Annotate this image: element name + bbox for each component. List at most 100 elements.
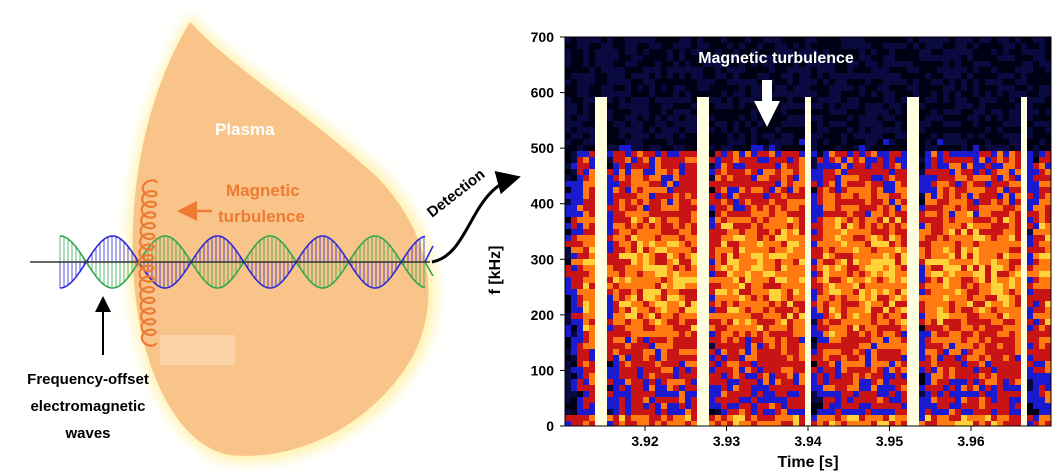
spectrogram-cell: [871, 349, 877, 355]
spectrogram-cell: [1003, 331, 1009, 337]
spectrogram-cell: [655, 259, 661, 265]
spectrogram-cell: [625, 295, 631, 301]
spectrogram-cell: [1033, 301, 1039, 307]
spectrogram-cell: [1027, 409, 1033, 415]
spectrogram-cell: [919, 331, 925, 337]
spectrogram-cell: [865, 277, 871, 283]
spectrogram-cell: [913, 145, 919, 151]
spectrogram-cell: [979, 295, 985, 301]
spectrogram-cell: [1045, 295, 1051, 301]
spectrogram-cell: [883, 139, 889, 145]
spectrogram-cell: [835, 397, 841, 403]
spectrogram-cell: [595, 361, 601, 367]
spectrogram-cell: [757, 367, 763, 373]
spectrogram-cell: [709, 277, 715, 283]
spectrogram-cell: [937, 175, 943, 181]
spectrogram-cell: [703, 247, 709, 253]
spectrogram-cell: [1039, 361, 1045, 367]
spectrogram-cell: [835, 385, 841, 391]
spectrogram-cell: [973, 325, 979, 331]
spectrogram-cell: [925, 61, 931, 67]
spectrogram-cell: [565, 343, 571, 349]
spectrogram-cell: [577, 103, 583, 109]
spectrogram-cell: [715, 235, 721, 241]
spectrogram-cell: [913, 373, 919, 379]
spectrogram-cell: [739, 367, 745, 373]
spectrogram-cell: [955, 385, 961, 391]
spectrogram-cell: [907, 211, 913, 217]
spectrogram-cell: [763, 175, 769, 181]
spectrogram-cell: [973, 55, 979, 61]
spectrogram-cell: [931, 421, 937, 426]
spectrogram-cell: [649, 211, 655, 217]
spectrogram-cell: [655, 103, 661, 109]
spectrogram-cell: [799, 133, 805, 139]
spectrogram-cell: [949, 385, 955, 391]
spectrogram-cell: [643, 253, 649, 259]
spectrogram-cell: [931, 199, 937, 205]
spectrogram-cell: [613, 103, 619, 109]
spectrogram-cell: [793, 187, 799, 193]
spectrogram-cell: [901, 415, 907, 421]
spectrogram-cell: [649, 205, 655, 211]
spectrogram-cell: [601, 211, 607, 217]
spectrogram-cell: [817, 307, 823, 313]
spectrogram-cell: [775, 157, 781, 163]
spectrogram-cell: [817, 187, 823, 193]
spectrogram-cell: [973, 265, 979, 271]
spectrogram-cell: [919, 307, 925, 313]
spectrogram-cell: [949, 397, 955, 403]
spectrogram-cell: [685, 145, 691, 151]
spectrogram-cell: [727, 397, 733, 403]
spectrogram-cell: [583, 319, 589, 325]
spectrogram-cell: [781, 277, 787, 283]
spectrogram-cell: [589, 103, 595, 109]
spectrogram-cell: [1015, 325, 1021, 331]
spectrogram-cell: [943, 199, 949, 205]
spectrogram-cell: [949, 229, 955, 235]
spectrogram-cell: [1033, 385, 1039, 391]
spectrogram-cell: [721, 151, 727, 157]
spectrogram-cell: [817, 337, 823, 343]
spectrogram-cell: [793, 49, 799, 55]
spectrogram-cell: [673, 409, 679, 415]
spectrogram-cell: [637, 163, 643, 169]
spectrogram-cell: [685, 289, 691, 295]
spectrogram-cell: [913, 385, 919, 391]
spectrogram-cell: [871, 43, 877, 49]
spectrogram-cell: [703, 391, 709, 397]
spectrogram-cell: [907, 127, 913, 133]
spectrogram-cell: [1015, 265, 1021, 271]
spectrogram-cell: [721, 361, 727, 367]
spectrogram-cell: [811, 331, 817, 337]
spectrogram-cell: [823, 349, 829, 355]
spectrogram-cell: [745, 289, 751, 295]
plasma-diagram: Plasma Magnetic turbulence Frequency-off…: [27, 15, 521, 464]
spectrogram-cell: [847, 349, 853, 355]
spectrogram-cell: [703, 277, 709, 283]
spectrogram-cell: [913, 115, 919, 121]
spectrogram-cell: [787, 409, 793, 415]
spectrogram-cell: [577, 325, 583, 331]
y-tick-label: 500: [531, 140, 555, 156]
spectrogram-cell: [595, 385, 601, 391]
spectrogram-cell: [751, 271, 757, 277]
spectrogram-cell: [859, 193, 865, 199]
spectrogram-cell: [727, 247, 733, 253]
spectrogram-cell: [865, 67, 871, 73]
spectrogram-cell: [571, 145, 577, 151]
spectrogram-cell: [835, 319, 841, 325]
spectrogram-cell: [607, 415, 613, 421]
spectrogram-cell: [619, 253, 625, 259]
spectrogram-cell: [745, 169, 751, 175]
spectrogram-cell: [1003, 247, 1009, 253]
spectrogram-cell: [733, 193, 739, 199]
spectrogram-cell: [823, 235, 829, 241]
spectrogram-cell: [673, 325, 679, 331]
spectrogram-cell: [913, 397, 919, 403]
spectrogram-cell: [901, 91, 907, 97]
spectrogram-cell: [943, 283, 949, 289]
spectrogram-cell: [631, 391, 637, 397]
spectrogram-cell: [757, 355, 763, 361]
spectrogram-cell: [661, 373, 667, 379]
